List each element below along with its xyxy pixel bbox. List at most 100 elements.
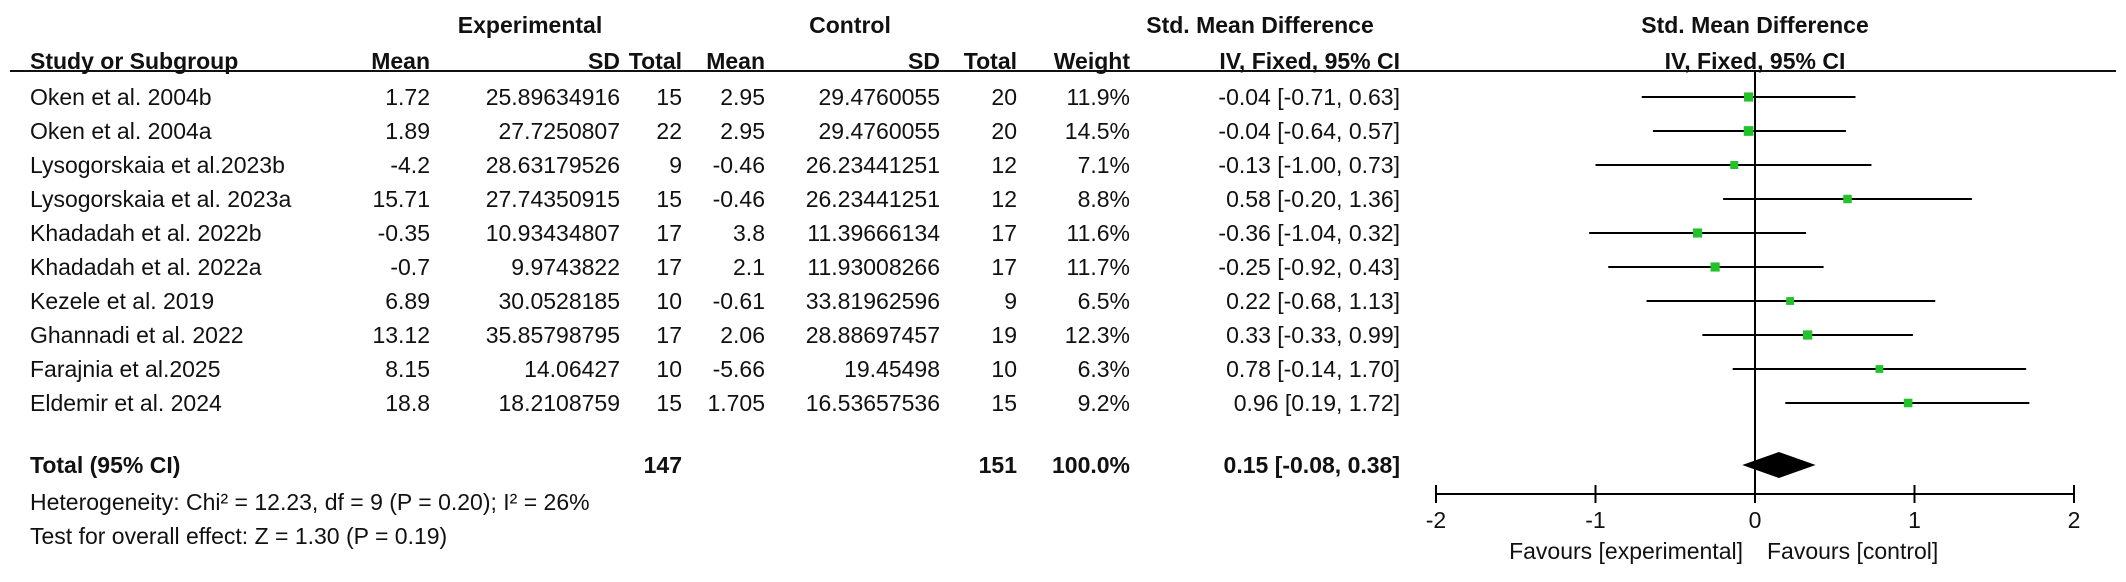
total-exp-n: 147 (643, 452, 682, 478)
row-ci: -0.36 [-1.04, 0.32] (1218, 220, 1400, 246)
row-ctl-mean: 2.1 (733, 254, 765, 280)
total-weight: 100.0% (1051, 452, 1130, 478)
row-ctl-total: 10 (991, 356, 1017, 382)
row-exp-total: 15 (656, 84, 682, 110)
row-study-label: Eldemir et al. 2024 (30, 390, 222, 416)
pooled-effect-diamond (1742, 452, 1816, 478)
total-ctl-n: 151 (978, 452, 1017, 478)
row-exp-mean: -0.35 (377, 220, 430, 246)
row-exp-mean: -0.7 (390, 254, 430, 280)
row-ctl-total: 20 (991, 84, 1017, 110)
row-weight: 8.8% (1077, 186, 1130, 212)
total-ci: 0.15 [-0.08, 0.38] (1223, 452, 1400, 478)
row-study-label: Lysogorskaia et al.2023b (30, 152, 285, 178)
row-ctl-total: 19 (991, 322, 1017, 348)
study-effect-marker (1786, 297, 1795, 305)
row-ctl-sd: 11.93008266 (807, 254, 940, 280)
row-exp-sd: 27.74350915 (485, 186, 620, 212)
row-ctl-total: 12 (991, 152, 1017, 178)
control-group-header: Control (809, 12, 891, 38)
row-exp-sd: 28.63179526 (485, 152, 620, 178)
row-weight: 11.6% (1066, 220, 1130, 246)
row-ctl-sd: 26.23441251 (805, 186, 940, 212)
col-header-ctl-sd: SD (908, 48, 940, 74)
plot-subheader: IV, Fixed, 95% CI (1664, 48, 1846, 74)
x-axis-tick-label: 2 (2068, 507, 2081, 533)
col-header-study: Study or Subgroup (30, 48, 239, 74)
row-ctl-sd: 11.39666134 (807, 220, 940, 246)
row-study-label: Oken et al. 2004b (30, 84, 212, 110)
row-ctl-mean: -5.66 (712, 356, 765, 382)
row-weight: 11.7% (1066, 254, 1130, 280)
row-ctl-mean: 1.705 (707, 390, 765, 416)
row-ci: 0.96 [0.19, 1.72] (1233, 390, 1400, 416)
row-weight: 6.3% (1077, 356, 1130, 382)
row-exp-total: 15 (656, 186, 682, 212)
row-ctl-sd: 19.45498 (844, 356, 940, 382)
row-exp-sd: 9.9743822 (511, 254, 620, 280)
row-ctl-mean: -0.46 (712, 152, 765, 178)
row-exp-mean: 8.15 (385, 356, 430, 382)
row-study-label: Khadadah et al. 2022a (30, 254, 262, 280)
row-weight: 14.5% (1064, 118, 1130, 144)
row-ctl-total: 9 (1004, 288, 1017, 314)
overall-effect-text: Test for overall effect: Z = 1.30 (P = 0… (30, 523, 448, 549)
study-effect-marker (1710, 262, 1720, 272)
study-effect-marker (1730, 161, 1739, 169)
row-exp-total: 10 (656, 288, 682, 314)
row-ctl-total: 17 (991, 220, 1017, 246)
row-ctl-total: 20 (991, 118, 1017, 144)
col-header-ctl-total: Total (963, 48, 1017, 74)
row-ci: 0.33 [-0.33, 0.99] (1226, 322, 1400, 348)
study-effect-marker (1903, 398, 1913, 408)
total-label: Total (95% CI) (30, 452, 181, 478)
row-exp-sd: 27.7250807 (498, 118, 620, 144)
row-exp-sd: 10.93434807 (485, 220, 620, 246)
row-exp-total: 22 (656, 118, 682, 144)
row-exp-total: 15 (656, 390, 682, 416)
row-ctl-sd: 28.88697457 (805, 322, 940, 348)
row-study-label: Lysogorskaia et al. 2023a (30, 186, 292, 212)
row-ci: -0.13 [-1.00, 0.73] (1218, 152, 1400, 178)
row-exp-total: 17 (656, 254, 682, 280)
row-exp-sd: 18.2108759 (498, 390, 620, 416)
row-exp-mean: -4.2 (390, 152, 430, 178)
row-exp-mean: 13.12 (372, 322, 430, 348)
row-ctl-total: 17 (991, 254, 1017, 280)
row-weight: 11.9% (1066, 84, 1130, 110)
study-effect-marker (1744, 92, 1754, 102)
row-ctl-mean: 2.06 (720, 322, 765, 348)
row-weight: 9.2% (1077, 390, 1130, 416)
col-header-ci: IV, Fixed, 95% CI (1219, 48, 1400, 74)
row-weight: 12.3% (1064, 322, 1130, 348)
row-ctl-sd: 29.4760055 (818, 118, 940, 144)
study-effect-marker (1803, 330, 1813, 340)
smd-header: Std. Mean Difference (1146, 12, 1374, 38)
row-exp-sd: 14.06427 (524, 356, 620, 382)
col-header-exp-total: Total (628, 48, 682, 74)
row-ctl-mean: 3.8 (733, 220, 765, 246)
experimental-group-header: Experimental (457, 12, 603, 38)
row-ctl-mean: -0.46 (712, 186, 765, 212)
col-header-exp-mean: Mean (371, 48, 430, 74)
x-axis-tick-label: 0 (1749, 507, 1762, 533)
row-exp-sd: 30.0528185 (498, 288, 620, 314)
x-axis-tick-label: -1 (1585, 507, 1605, 533)
row-study-label: Kezele et al. 2019 (30, 288, 215, 314)
study-effect-marker (1743, 126, 1754, 136)
row-ctl-mean: 2.95 (720, 84, 765, 110)
x-axis-tick-label: 1 (1908, 507, 1921, 533)
row-ci: -0.25 [-0.92, 0.43] (1218, 254, 1400, 280)
favours-control-label: Favours [control] (1767, 538, 1938, 564)
row-ci: 0.22 [-0.68, 1.13] (1226, 288, 1400, 314)
plot-header: Std. Mean Difference (1641, 12, 1869, 38)
row-ctl-mean: 2.95 (720, 118, 765, 144)
row-exp-mean: 18.8 (385, 390, 430, 416)
row-ci: 0.78 [-0.14, 1.70] (1226, 356, 1400, 382)
study-effect-marker (1875, 365, 1884, 373)
row-ctl-sd: 33.81962596 (805, 288, 940, 314)
row-ci: -0.04 [-0.71, 0.63] (1218, 84, 1400, 110)
row-study-label: Oken et al. 2004a (30, 118, 212, 144)
row-exp-total: 17 (656, 322, 682, 348)
